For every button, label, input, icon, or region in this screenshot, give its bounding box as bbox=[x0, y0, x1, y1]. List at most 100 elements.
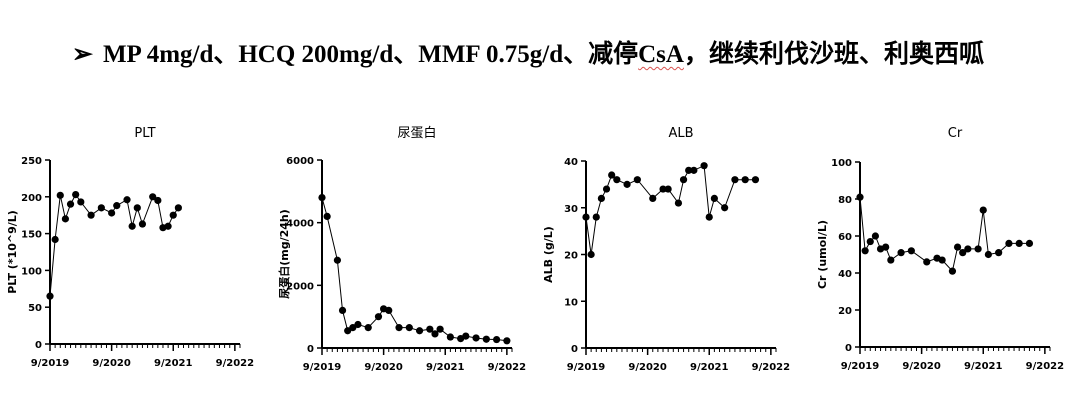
y-tick-label: 250 bbox=[21, 156, 42, 167]
y-tick-label: 40 bbox=[564, 157, 578, 168]
data-point bbox=[431, 330, 439, 338]
y-tick-label: 100 bbox=[21, 266, 42, 277]
bullet-arrow-icon: ➢ bbox=[72, 41, 93, 68]
data-point bbox=[128, 222, 136, 230]
data-point bbox=[964, 245, 972, 253]
data-point bbox=[882, 243, 890, 251]
data-point bbox=[354, 320, 362, 329]
data-point bbox=[731, 176, 739, 184]
y-tick-label: 2000 bbox=[286, 281, 314, 292]
data-point bbox=[856, 193, 864, 201]
data-point bbox=[374, 313, 383, 321]
data-point bbox=[492, 335, 501, 344]
data-point bbox=[426, 325, 434, 333]
x-tick-label: 9/2020 bbox=[364, 362, 402, 373]
data-point bbox=[959, 249, 967, 257]
data-point bbox=[649, 194, 657, 202]
data-point bbox=[108, 209, 116, 217]
x-tick-label: 9/2020 bbox=[92, 358, 130, 369]
data-point bbox=[133, 204, 141, 212]
series-line bbox=[585, 164, 756, 255]
data-point bbox=[66, 200, 75, 208]
data-point bbox=[664, 185, 672, 193]
data-point bbox=[887, 256, 895, 264]
data-point bbox=[633, 176, 641, 184]
data-point bbox=[907, 247, 915, 255]
data-point bbox=[710, 194, 718, 202]
chart-4: Cr 0 20 40 60 80 100 9/2019 9/2020 9/2021 9/2022 Cr… bbox=[816, 126, 1064, 372]
data-point bbox=[462, 332, 470, 340]
data-point bbox=[46, 292, 54, 300]
y-tick-label: 10 bbox=[564, 297, 578, 308]
data-point bbox=[113, 202, 121, 210]
data-point bbox=[164, 222, 172, 230]
x-tick-label: 9/2021 bbox=[426, 362, 464, 373]
headline-text-part1: MP 4mg/d、HCQ 200mg/d、MMF 0.75g/d、减停 bbox=[102, 41, 639, 68]
data-point bbox=[897, 249, 905, 257]
data-point bbox=[659, 185, 667, 193]
y-tick-label: 200 bbox=[21, 193, 42, 204]
data-point bbox=[333, 256, 342, 264]
data-point bbox=[482, 335, 490, 343]
data-point bbox=[679, 176, 688, 184]
data-point bbox=[503, 337, 511, 345]
y-tick-label: 6000 bbox=[286, 156, 314, 167]
chart-title: ALB bbox=[668, 126, 693, 141]
data-point bbox=[472, 334, 480, 342]
series-line bbox=[49, 193, 179, 297]
headline-text-marked: CsA bbox=[638, 41, 684, 68]
data-point bbox=[984, 250, 992, 259]
data-point bbox=[446, 333, 454, 341]
y-tick-label: 30 bbox=[564, 204, 578, 215]
data-point bbox=[685, 166, 693, 174]
data-point bbox=[415, 327, 424, 335]
data-point bbox=[979, 206, 987, 214]
data-point bbox=[51, 235, 59, 244]
data-point bbox=[923, 258, 931, 266]
data-point bbox=[385, 306, 393, 314]
y-tick-label: 100 bbox=[831, 158, 852, 169]
data-point bbox=[56, 191, 64, 199]
y-axis-label: Cr (umol/L) bbox=[816, 220, 829, 289]
chart-2: 尿蛋白 0 2000 4000 6000 9/2019 9/2020 9/2021 9/2022… bbox=[277, 125, 526, 373]
data-point bbox=[1015, 239, 1023, 247]
x-tick-label: 9/2022 bbox=[752, 362, 790, 373]
headline: ➢ MP 4mg/d、HCQ 200mg/d、MMF 0.75g/d、减停CsA，… bbox=[72, 34, 984, 70]
data-point bbox=[705, 213, 713, 221]
data-point bbox=[592, 213, 600, 221]
x-tick-label: 9/2022 bbox=[1026, 361, 1064, 372]
data-point bbox=[154, 196, 162, 205]
data-point bbox=[866, 237, 874, 246]
data-point bbox=[72, 190, 80, 199]
x-tick-label: 9/2022 bbox=[488, 362, 526, 373]
x-tick-label: 9/2022 bbox=[216, 358, 254, 369]
data-point bbox=[953, 243, 962, 251]
x-tick-label: 9/2021 bbox=[154, 358, 192, 369]
data-point bbox=[138, 220, 147, 228]
y-tick-label: 20 bbox=[838, 306, 852, 317]
data-point bbox=[364, 324, 372, 332]
data-point bbox=[995, 249, 1003, 257]
x-tick-label: 9/2019 bbox=[31, 358, 69, 369]
data-point bbox=[123, 196, 131, 204]
x-tick-label: 9/2020 bbox=[902, 361, 940, 372]
data-point bbox=[1025, 239, 1034, 247]
y-tick-label: 0 bbox=[571, 344, 578, 355]
data-point bbox=[674, 199, 683, 207]
y-tick-label: 0 bbox=[307, 344, 314, 355]
x-tick-label: 9/2021 bbox=[964, 361, 1002, 372]
data-point bbox=[700, 162, 708, 170]
data-point bbox=[587, 250, 595, 259]
y-tick-label: 0 bbox=[35, 340, 42, 351]
y-axis-label: ALB (g/L) bbox=[542, 226, 555, 283]
data-point bbox=[597, 194, 606, 202]
y-tick-label: 150 bbox=[21, 230, 42, 241]
data-point bbox=[318, 194, 326, 202]
data-point bbox=[871, 232, 880, 240]
data-point bbox=[741, 176, 749, 184]
data-point bbox=[174, 204, 182, 212]
y-tick-label: 0 bbox=[845, 343, 852, 354]
data-point bbox=[861, 247, 869, 255]
chart-1: PLT 0 50 100 150 200 250 9/2019 9/2020 9/2021 9/20… bbox=[6, 126, 254, 369]
